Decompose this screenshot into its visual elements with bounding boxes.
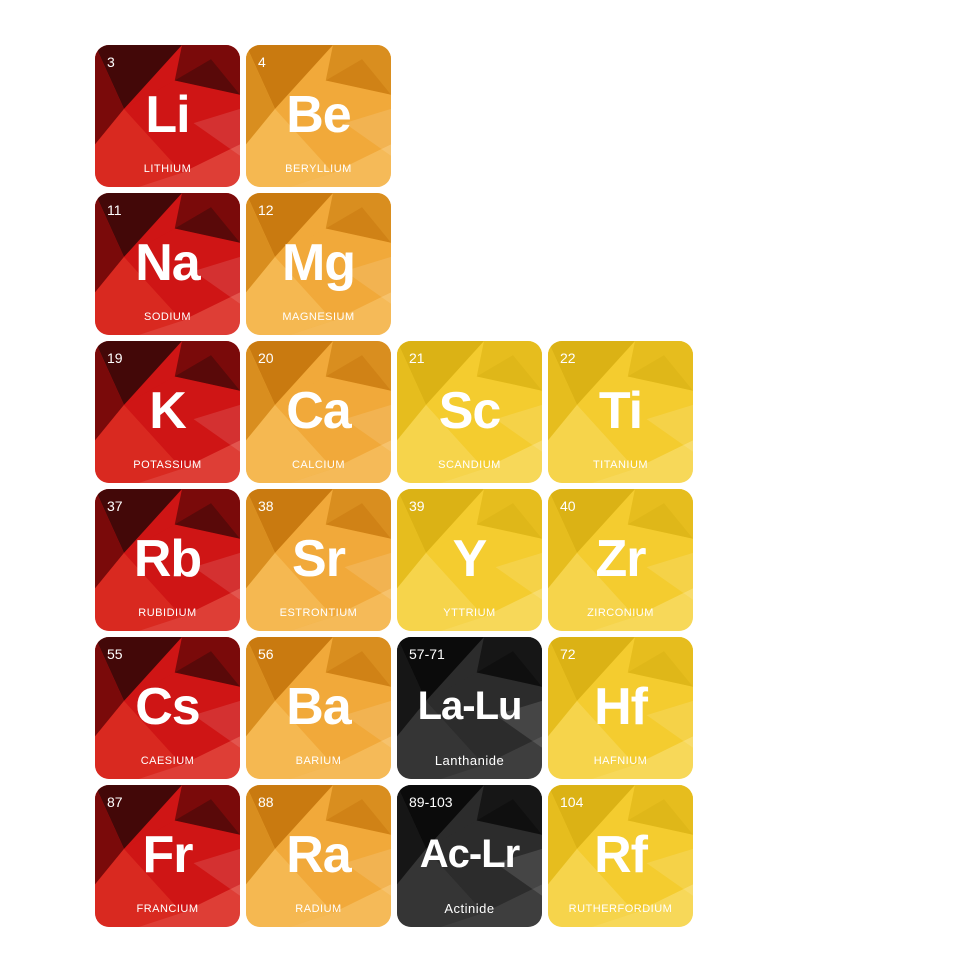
element-content: 104 Rf RUTHERFORDIUM [548,785,693,927]
element-content: 20 Ca CALCIUM [246,341,391,483]
element-tile-ca: 20 Ca CALCIUM [246,341,391,483]
element-name: SCANDIUM [438,460,501,473]
element-name: FRANCIUM [136,904,198,917]
element-name: CAESIUM [141,756,195,769]
element-symbol: Ca [286,361,350,460]
element-name: SODIUM [144,312,191,325]
element-tile-rb: 37 Rb RUBIDIUM [95,489,240,631]
atomic-number: 39 [407,497,425,513]
element-content: 87 Fr FRANCIUM [95,785,240,927]
element-symbol: Ti [599,361,642,460]
element-name: BERYLLIUM [285,164,352,177]
element-name: RUTHERFORDIUM [569,904,673,917]
atomic-number: 4 [256,53,266,69]
element-symbol: Ba [286,657,350,756]
element-content: 22 Ti TITANIUM [548,341,693,483]
element-name: Lanthanide [435,754,504,769]
element-symbol: Sc [439,361,501,460]
periodic-table-fragment: 3 Li LITHIUM 4 Be BERYLLIUM 11 Na [0,0,980,980]
element-symbol: K [149,361,186,460]
element-name: TITANIUM [593,460,648,473]
element-symbol: Fr [143,805,193,904]
element-tile-be: 4 Be BERYLLIUM [246,45,391,187]
atomic-number: 12 [256,201,274,217]
element-tile-sc: 21 Sc SCANDIUM [397,341,542,483]
element-content: 89-103 Ac-Lr Actinide [397,785,542,927]
element-name: LITHIUM [144,164,192,177]
element-symbol: Zr [596,509,646,608]
element-name: RUBIDIUM [138,608,196,621]
element-name: MAGNESIUM [282,312,354,325]
atomic-number: 87 [105,793,123,809]
element-content: 72 Hf HAFNIUM [548,637,693,779]
element-tile-y: 39 Y YTTRIUM [397,489,542,631]
element-content: 37 Rb RUBIDIUM [95,489,240,631]
element-name: RADIUM [295,904,341,917]
atomic-number: 21 [407,349,425,365]
element-tile-li: 3 Li LITHIUM [95,45,240,187]
element-content: 55 Cs CAESIUM [95,637,240,779]
element-content: 38 Sr ESTRONTIUM [246,489,391,631]
element-content: 40 Zr ZIRCONIUM [548,489,693,631]
element-tile-hf: 72 Hf HAFNIUM [548,637,693,779]
element-symbol: Rf [594,805,647,904]
element-symbol: Sr [292,509,345,608]
element-symbol: Li [145,65,189,164]
element-symbol: Na [135,213,199,312]
atomic-number: 72 [558,645,576,661]
element-tile-ti: 22 Ti TITANIUM [548,341,693,483]
element-name: YTTRIUM [443,608,495,621]
atomic-number: 104 [558,793,583,809]
atomic-number: 22 [558,349,576,365]
element-symbol: Ra [286,805,350,904]
element-tile-mg: 12 Mg MAGNESIUM [246,193,391,335]
element-tile-ra: 88 Ra RADIUM [246,785,391,927]
element-tile-zr: 40 Zr ZIRCONIUM [548,489,693,631]
element-name: Actinide [444,902,494,917]
element-symbol: Hf [594,657,647,756]
element-symbol: Be [286,65,350,164]
element-content: 39 Y YTTRIUM [397,489,542,631]
element-content: 21 Sc SCANDIUM [397,341,542,483]
element-content: 4 Be BERYLLIUM [246,45,391,187]
element-content: 3 Li LITHIUM [95,45,240,187]
element-symbol: Ac-Lr [420,805,519,902]
element-name: ESTRONTIUM [280,608,358,621]
element-tile-k: 19 K POTASSIUM [95,341,240,483]
atomic-number: 38 [256,497,274,513]
atomic-number: 88 [256,793,274,809]
element-tile-aclr: 89-103 Ac-Lr Actinide [397,785,542,927]
element-name: BARIUM [296,756,342,769]
atomic-number: 20 [256,349,274,365]
element-content: 57-71 La-Lu Lanthanide [397,637,542,779]
atomic-number: 3 [105,53,115,69]
element-content: 19 K POTASSIUM [95,341,240,483]
element-symbol: Mg [282,213,355,312]
element-tile-fr: 87 Fr FRANCIUM [95,785,240,927]
element-content: 56 Ba BARIUM [246,637,391,779]
element-name: ZIRCONIUM [587,608,654,621]
element-content: 11 Na SODIUM [95,193,240,335]
element-tile-lalu: 57-71 La-Lu Lanthanide [397,637,542,779]
element-symbol: La-Lu [418,657,522,754]
element-name: CALCIUM [292,460,345,473]
element-symbol: Cs [135,657,199,756]
element-tile-sr: 38 Sr ESTRONTIUM [246,489,391,631]
element-tile-ba: 56 Ba BARIUM [246,637,391,779]
element-content: 88 Ra RADIUM [246,785,391,927]
atomic-number: 11 [105,201,122,217]
atomic-number: 40 [558,497,576,513]
element-tile-rf: 104 Rf RUTHERFORDIUM [548,785,693,927]
element-tile-na: 11 Na SODIUM [95,193,240,335]
atomic-number: 37 [105,497,123,513]
atomic-number: 56 [256,645,274,661]
element-symbol: Y [453,509,487,608]
atomic-number: 55 [105,645,123,661]
element-symbol: Rb [134,509,201,608]
element-name: POTASSIUM [133,460,201,473]
element-content: 12 Mg MAGNESIUM [246,193,391,335]
element-tile-cs: 55 Cs CAESIUM [95,637,240,779]
element-name: HAFNIUM [594,756,648,769]
atomic-number: 19 [105,349,123,365]
